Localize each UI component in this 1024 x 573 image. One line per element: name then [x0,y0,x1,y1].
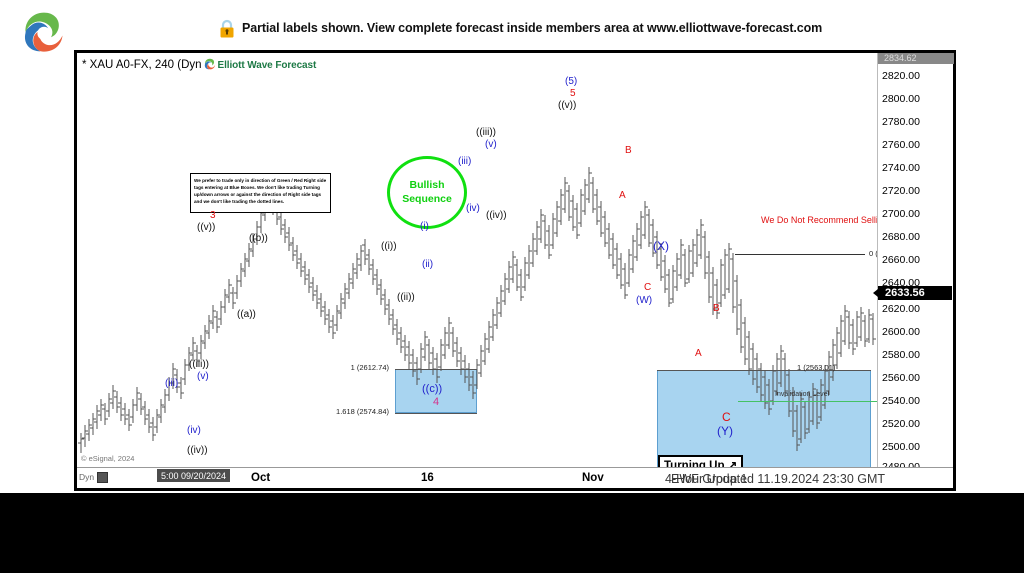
wave-label-iii-black-2: ((iii)) [476,127,496,138]
bullish-sequence-text: Bullish Sequence [402,179,452,205]
elliott-wave-forecast-logo [24,12,63,52]
price-tick-2580: 2580.00 [882,349,920,361]
price-tick-2680: 2680.00 [882,231,920,243]
price-tick-2600: 2600.00 [882,326,920,338]
wave-label-a-red-1: A [619,190,626,201]
price-tick-2760: 2760.00 [882,139,920,151]
bullish-sequence-line-2: Sequence [402,192,452,205]
price-tick-2500: 2500.00 [882,441,920,453]
time-tick-nov: Nov [582,472,604,484]
wave-label-x-blue: (X) [653,239,669,253]
fib-label-box2-top: 1 (2563.01) [797,363,836,372]
chart-brand-label: Elliott Wave Forecast [217,60,317,71]
wave-label-a-red-2: A [695,348,702,359]
no-sell-warning: We Do Not Recommend Selling [761,215,877,225]
white-page-background: Partial labels shown. View complete fore… [0,0,1024,493]
last-price-tag: 2633.56 [873,286,952,300]
wave-label-3-red: 3 [210,210,216,221]
strategy-note-box: We prefer to trade only in direction of … [190,173,331,213]
wave-label-b-red-1: B [625,145,632,156]
wave-label-ii-black: ((ii)) [397,292,415,303]
copyright-label: © eSignal, 2024 [81,454,135,463]
price-tick-2820: 2820.00 [882,70,920,82]
chart-frame: * XAU A0-FX, 240 (Dyn Elliott Wave Foreca… [74,50,956,491]
price-tick-2620: 2620.00 [882,303,920,315]
time-tick-16: 16 [421,472,434,484]
price-tick-2520: 2520.00 [882,418,920,430]
wave-label-c-red-1: C [644,282,652,293]
price-tick-2800: 2800.00 [882,93,920,105]
fib-label-box1-bottom: 1.618 (2574.84) [336,407,389,416]
wave-label-a-black: ((a)) [237,309,256,320]
wave-label-w-blue: (W) [636,295,653,306]
dyn-label: Dyn [79,472,95,482]
wave-label-b-black: ((b)) [249,233,268,244]
wave-label-i-black: ((i)) [381,241,397,252]
wave-label-c-blue-box: ((c)) [422,383,443,395]
footer-update-label: 4-Hour Updated 11.19.2024 23:30 GMT [665,472,886,486]
price-axis-top-value: 2834.62 [878,53,954,64]
wave-label-ii-blue: (ii) [422,259,434,270]
chart-style-icon[interactable] [97,472,108,483]
wave-label-5-red: 5 [570,88,576,99]
ohlc-bar-series [78,167,876,453]
price-tick-2660: 2660.00 [882,254,920,266]
fib-line-box1-bottom [395,413,477,414]
wave-label-5-blue: (5) [565,76,578,87]
wave-label-v-blue-2: (v) [485,139,497,150]
wave-label-iv-black-1: ((iv)) [187,445,208,456]
bullish-sequence-line-1: Bullish [409,179,445,192]
wave-label-iv-black-2: ((iv)) [486,210,507,221]
banner-message: Partial labels shown. View complete fore… [242,21,823,35]
wave-label-v-black-2: ((v)) [558,100,577,111]
wave-label-iii-black: ((iii)) [189,359,209,370]
price-tick-2560: 2560.00 [882,372,920,384]
wave-label-iii-blue: (iii) [165,378,179,389]
invalidation-level-line [738,401,877,402]
fib-label-box1-top: 1 (2612.74) [350,363,389,372]
wave-label-iv-blue-2: (iv) [466,203,480,214]
invalidation-level-label: Invalidation Level [775,391,830,398]
price-tick-2780: 2780.00 [882,116,920,128]
time-axis[interactable]: © eSignal, 2024 Dyn 5:00 09/20/2024 Oct … [77,454,953,488]
fib-label-x-level: 0 (2710.01) [869,249,877,258]
price-axis[interactable]: 2834.62 2820.00 2800.00 2780.00 2760.00 … [873,53,954,473]
chart-title: * XAU A0-FX, 240 (Dyn Elliott Wave Foreca… [82,58,316,71]
footer-group-label: EWF Group 1 [671,472,748,486]
price-tick-2720: 2720.00 [882,185,920,197]
wave-label-c-red-2: C [722,410,731,424]
wave-label-y-blue: (Y) [717,424,733,438]
price-plot-area[interactable]: We prefer to trade only in direction of … [77,53,877,471]
price-tick-2700: 2700.00 [882,208,920,220]
bullish-sequence-badge: Bullish Sequence [387,156,467,229]
fib-line-box2-top [657,370,871,371]
fib-line-box1-top [395,369,477,370]
wave-label-i-blue: (i) [420,221,429,232]
ewf-swirl-icon [204,58,215,70]
wave-label-iii-blue-2: (iii) [458,156,472,167]
wave-label-iv-blue: (iv) [187,425,201,436]
wave-label-v-blue-1: (v) [197,371,209,382]
time-tick-oct: Oct [251,472,271,484]
blue-box-left [395,369,477,413]
wave-label-b-red-2: B [713,303,720,314]
chart-symbol-label: * XAU A0-FX, 240 (Dyn [82,59,202,71]
lock-icon [220,19,234,38]
price-tick-2540: 2540.00 [882,395,920,407]
fib-line-x-level [735,254,865,255]
wave-label-v-black-1: ((v)) [197,222,216,233]
time-cursor-readout: 5:00 09/20/2024 [157,469,231,482]
wave-label-4-pink: 4 [433,396,440,408]
price-tick-2740: 2740.00 [882,162,920,174]
